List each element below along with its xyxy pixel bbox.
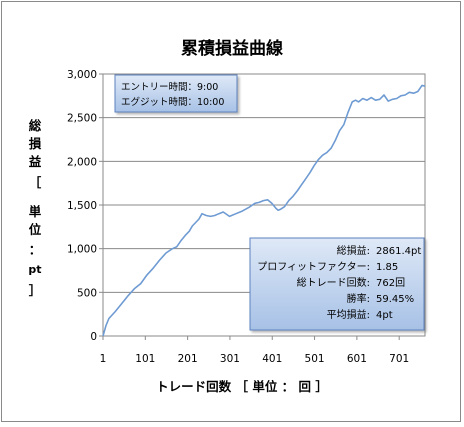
y-tick-label: 1,000 — [67, 244, 97, 256]
chart-title: 累積損益曲線 — [181, 38, 283, 59]
stats-label: 勝率: — [347, 292, 370, 305]
x-tick-label: 301 — [220, 353, 240, 365]
x-tick-label: 501 — [305, 353, 325, 365]
x-tick-label: 601 — [347, 353, 367, 365]
chart-frame: 累積損益曲線 0 500 1,000 1,500 2,000 2,500 3,000 1 10… — [1, 1, 461, 422]
y-tick-label: 0 — [90, 331, 97, 343]
y-tick-label: 2,000 — [67, 156, 97, 168]
stats-box: 総損益: 2861.4pt プロフィットファクター: 1.85 総トレード回数: 762回… — [249, 237, 425, 331]
stats-value: 1.85 — [376, 262, 398, 273]
stats-label: プロフィットファクター: — [257, 261, 370, 273]
chart-svg: 累積損益曲線 0 500 1,000 1,500 2,000 2,500 3,000 1 10… — [28, 38, 426, 394]
y-axis-label-char: 総 — [29, 118, 42, 133]
stats-value: 59.45% — [376, 294, 414, 305]
y-axis-label-char: 単 — [29, 204, 42, 219]
y-tick-label: 2,500 — [67, 113, 97, 125]
y-axis-label-char: 損 — [29, 136, 42, 151]
y-axis-label: 総損益 ［ 単位 ： pt ］ — [28, 118, 41, 298]
entry-time: エントリー時間：9:00 — [121, 82, 218, 93]
stats-label: 平均損益: — [327, 308, 370, 321]
x-axis-label: トレード回数 ［ 単位 ： 回 ］ — [156, 379, 328, 394]
y-tick-label: 500 — [77, 287, 97, 299]
x-tick-label: 701 — [389, 353, 409, 365]
info-box-entry-exit: エントリー時間：9:00 エグジット時間：10:00 — [114, 74, 238, 113]
stats-label: 総トレード回数: — [297, 276, 370, 289]
y-tick-label: 3,000 — [67, 69, 97, 81]
x-tick-label: 1 — [100, 353, 107, 365]
stats-value: 762回 — [376, 277, 405, 289]
y-axis-label-char: 位 — [29, 222, 42, 237]
stats-label: 総損益: — [337, 244, 370, 257]
y-axis-label-char: ： — [29, 242, 42, 257]
y-axis-label-char: ［ — [29, 175, 42, 190]
exit-time: エグジット時間：10:00 — [121, 96, 224, 108]
x-tick-label: 201 — [178, 353, 198, 365]
x-axis: 1 101 201 301 401 501 601 701 — [100, 336, 409, 365]
x-tick-label: 101 — [135, 353, 155, 365]
series-line — [102, 84, 426, 337]
y-axis-label-char: ］ — [29, 283, 42, 298]
y-tick-label: 1,500 — [67, 200, 97, 212]
y-axis-label-char: 益 — [29, 154, 42, 169]
y-axis: 0 500 1,000 1,500 2,000 2,500 3,000 — [67, 69, 103, 343]
y-axis-label-char: pt — [28, 263, 41, 276]
stats-value: 4pt — [376, 310, 393, 321]
x-tick-label: 401 — [262, 353, 282, 365]
stats-value: 2861.4pt — [376, 246, 421, 257]
